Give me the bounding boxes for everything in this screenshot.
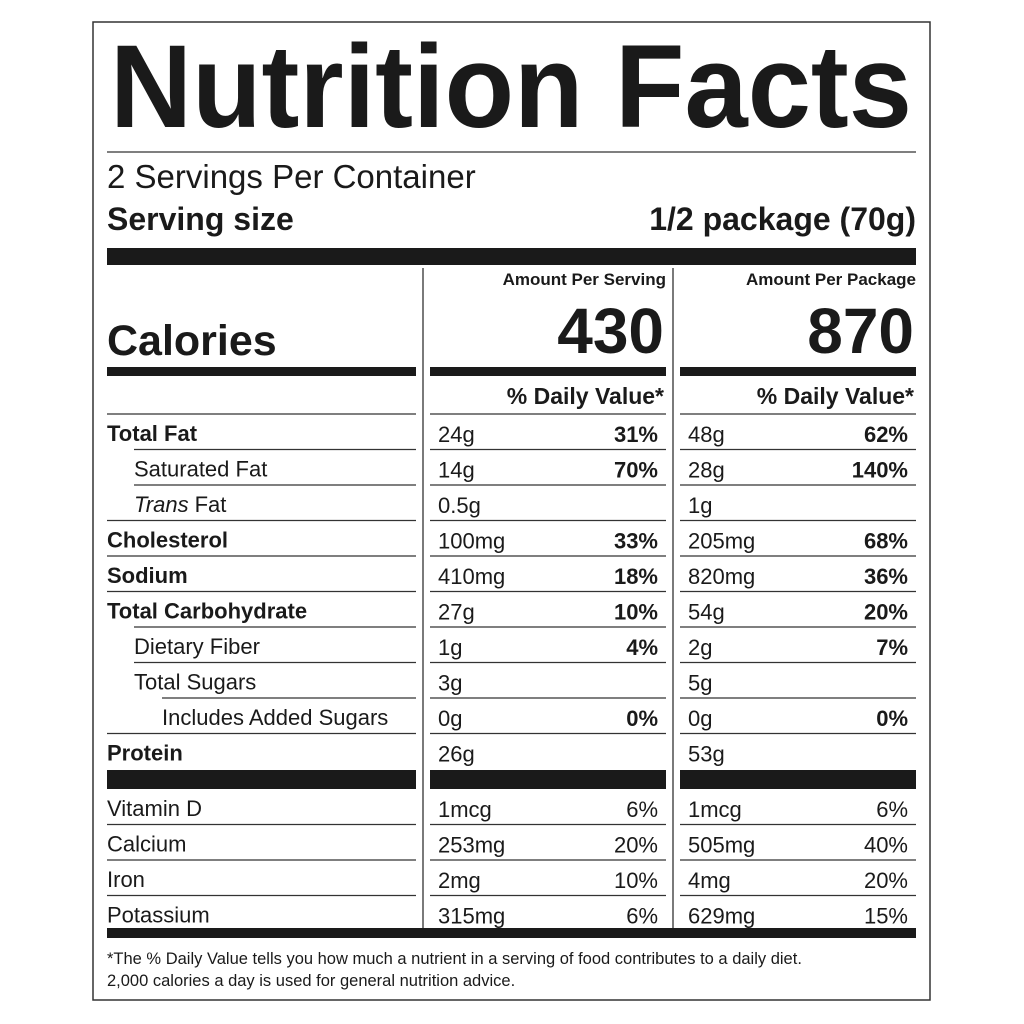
footnote: *The % Daily Value tells you how much a … <box>107 950 802 968</box>
calories-label: Calories <box>107 317 277 365</box>
nutrient-name: Includes Added Sugars <box>162 705 388 730</box>
amount: 48g <box>688 422 725 447</box>
nutrient-name: Saturated Fat <box>134 457 267 482</box>
amount: 2g <box>688 635 712 660</box>
amount: 54g <box>688 600 725 625</box>
daily-value: 36% <box>864 564 908 589</box>
nutrient-name: Iron <box>107 867 145 892</box>
amount: 0.5g <box>438 493 481 518</box>
amount: 100mg <box>438 529 505 554</box>
thick-bar <box>430 367 666 376</box>
daily-value: 40% <box>864 833 908 858</box>
daily-value: 6% <box>626 797 658 822</box>
serving-size-label: Serving size <box>107 201 294 237</box>
daily-value: 6% <box>626 904 658 929</box>
daily-value: 70% <box>614 458 658 483</box>
amount: 629mg <box>688 904 755 929</box>
nutrient-name: Vitamin D <box>107 796 202 821</box>
amount: 2mg <box>438 868 481 893</box>
amount: 53g <box>688 742 725 767</box>
nutrient-name: Trans Fat <box>134 492 226 517</box>
daily-value: 0% <box>876 706 908 731</box>
nutrient-name: Protein <box>107 741 183 766</box>
daily-value: 20% <box>614 833 658 858</box>
amount: 28g <box>688 458 725 483</box>
amount: 410mg <box>438 564 505 589</box>
daily-value: 10% <box>614 868 658 893</box>
thick-bar <box>107 928 916 938</box>
amount: 1g <box>688 493 712 518</box>
amount: 253mg <box>438 833 505 858</box>
thick-bar <box>680 770 916 789</box>
nutrient-name: Calcium <box>107 832 186 857</box>
title: Nutrition Facts <box>110 21 912 153</box>
daily-value: 140% <box>852 458 908 483</box>
amount: 27g <box>438 600 475 625</box>
amount: 1mcg <box>438 797 492 822</box>
daily-value: 18% <box>614 564 658 589</box>
calories-value: 870 <box>807 295 914 367</box>
calories-value: 430 <box>557 295 664 367</box>
daily-value: 6% <box>876 797 908 822</box>
thick-bar <box>107 248 916 265</box>
nutrient-name: Total Fat <box>107 421 198 446</box>
daily-value: 7% <box>876 635 908 660</box>
daily-value: 0% <box>626 706 658 731</box>
nutrient-name: Dietary Fiber <box>134 634 260 659</box>
servings: 2 Servings Per Container <box>107 158 476 195</box>
dv-heading: % Daily Value* <box>757 383 914 409</box>
column-heading: Amount Per Package <box>746 270 916 289</box>
daily-value: 15% <box>864 904 908 929</box>
daily-value: 62% <box>864 422 908 447</box>
amount: 4mg <box>688 868 731 893</box>
serving-size: 1/2 package (70g) <box>649 201 916 237</box>
amount: 5g <box>688 671 712 696</box>
nutrient-name-rest: Fat <box>195 492 227 517</box>
daily-value: 20% <box>864 868 908 893</box>
nutrient-name-italic: Trans <box>134 492 189 517</box>
thick-bar <box>430 770 666 789</box>
thick-bar <box>107 770 416 789</box>
amount: 26g <box>438 742 475 767</box>
amount: 3g <box>438 671 462 696</box>
column-heading: Amount Per Serving <box>503 270 666 289</box>
amount: 0g <box>688 706 712 731</box>
thick-bar <box>107 367 416 376</box>
daily-value: 4% <box>626 635 658 660</box>
amount: 205mg <box>688 529 755 554</box>
amount: 820mg <box>688 564 755 589</box>
daily-value: 10% <box>614 600 658 625</box>
nutrient-name: Cholesterol <box>107 528 228 553</box>
thick-bar <box>680 367 916 376</box>
amount: 1mcg <box>688 797 742 822</box>
amount: 315mg <box>438 904 505 929</box>
nutrient-name: Total Sugars <box>134 670 256 695</box>
daily-value: 33% <box>614 529 658 554</box>
daily-value: 31% <box>614 422 658 447</box>
nutrient-name: Total Carbohydrate <box>107 599 307 624</box>
label-border <box>92 21 931 1001</box>
footnote: 2,000 calories a day is used for general… <box>107 972 515 990</box>
amount: 14g <box>438 458 475 483</box>
nutrient-name: Sodium <box>107 563 188 588</box>
amount: 24g <box>438 422 475 447</box>
daily-value: 68% <box>864 529 908 554</box>
nutrient-name: Potassium <box>107 903 210 928</box>
amount: 1g <box>438 635 462 660</box>
amount: 0g <box>438 706 462 731</box>
amount: 505mg <box>688 833 755 858</box>
dv-heading: % Daily Value* <box>507 383 664 409</box>
daily-value: 20% <box>864 600 908 625</box>
